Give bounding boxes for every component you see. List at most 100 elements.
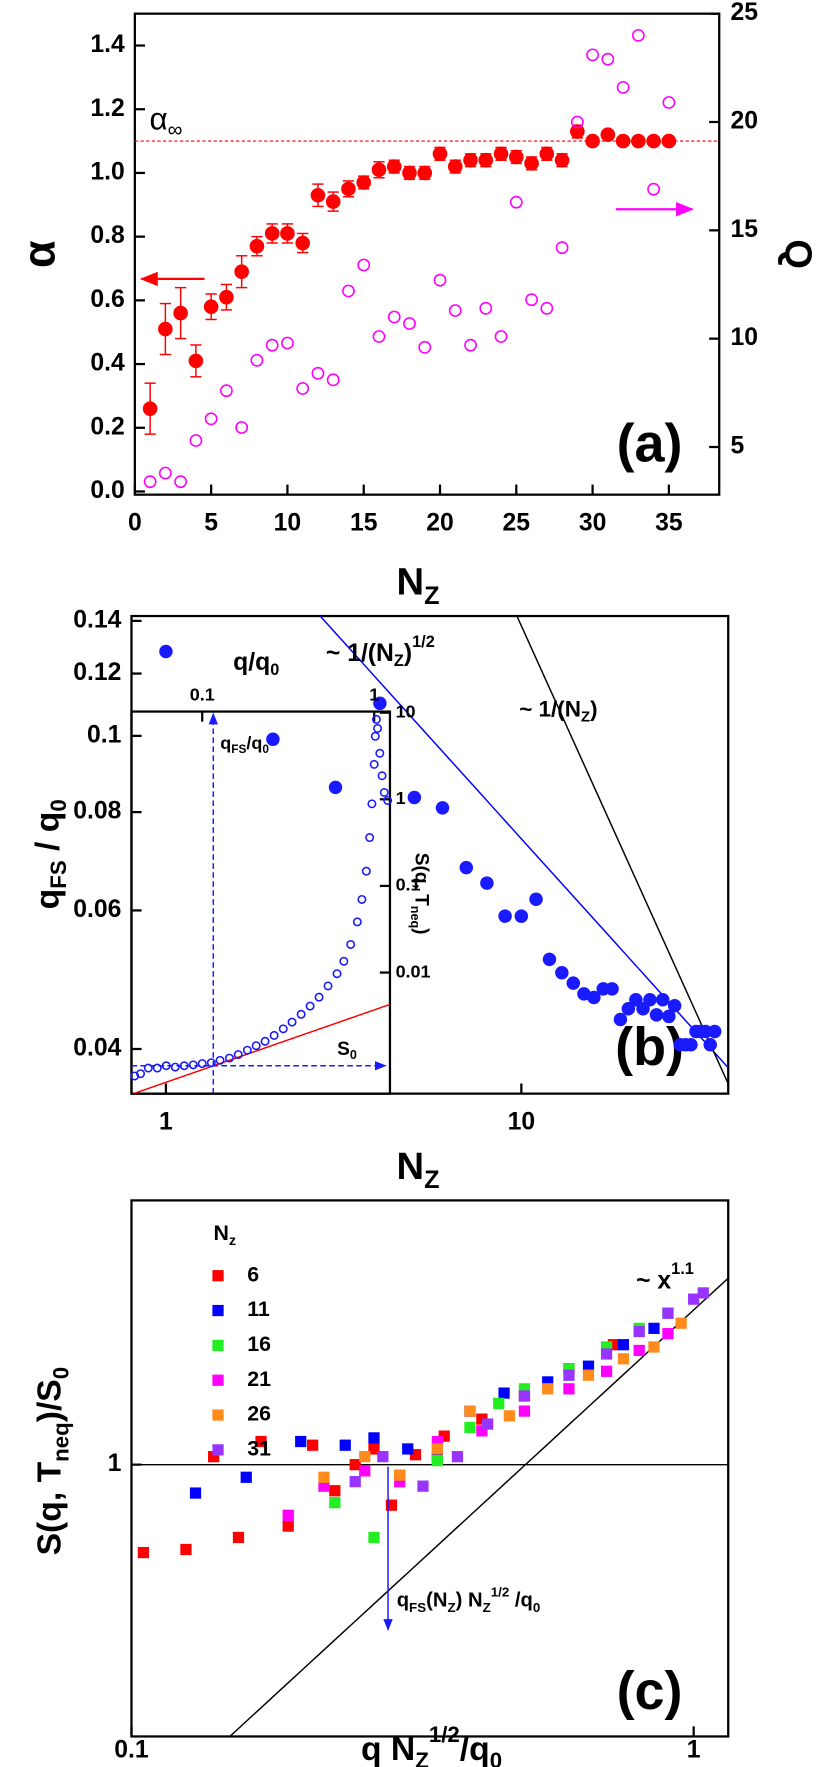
text-part: S(q, T (31, 1461, 69, 1555)
y-tick-label: 1 (396, 788, 406, 808)
text-part: N (397, 561, 425, 604)
y-tick-label: 0.06 (73, 896, 121, 923)
point (600, 127, 616, 143)
point (542, 952, 557, 967)
y-tick-label: 0.14 (73, 606, 121, 633)
x-tick-label: 1 (369, 685, 379, 705)
point (518, 1390, 531, 1402)
point (407, 790, 422, 805)
legend-swatch (212, 1409, 224, 1421)
point (280, 226, 295, 241)
point (250, 353, 264, 367)
x-tick-label: 15 (350, 509, 378, 536)
text-part: 1.1 (671, 1261, 694, 1279)
point (656, 993, 670, 1007)
point (563, 1383, 575, 1395)
point (586, 48, 599, 62)
point (357, 894, 367, 904)
point (371, 714, 381, 724)
point (242, 1045, 252, 1055)
point (188, 353, 204, 369)
plot-frame (130, 1199, 730, 1738)
fit-label: ~ x1.1 (636, 1261, 694, 1294)
point (265, 338, 279, 352)
text-part: 1/2 (429, 1722, 460, 1747)
legend-label: 26 (247, 1402, 271, 1426)
point (480, 876, 494, 890)
text-part: z (229, 1232, 236, 1248)
point (310, 187, 326, 203)
point (326, 373, 340, 387)
text-part: (N (426, 1590, 447, 1612)
qfs-label: qFS(NZ) NZ1/2 /q0 (397, 1584, 541, 1615)
text-part: 0 (46, 799, 71, 811)
point (341, 181, 356, 197)
text-part: 0 (533, 1600, 540, 1615)
text-part: /q (509, 1590, 533, 1612)
y-tick-label: 0.1 (396, 875, 421, 895)
y-tick-label: 0.4 (90, 350, 125, 377)
legend-label: 16 (247, 1332, 271, 1356)
point (707, 1024, 722, 1039)
point (582, 1360, 595, 1372)
point (508, 149, 524, 165)
x-tick-label: 10 (274, 509, 302, 536)
y-tick-label: 0.1 (87, 721, 122, 748)
y2-tick-label: 25 (730, 0, 758, 26)
text-part: ~ x (636, 1267, 671, 1294)
x-axis-label: NZ (397, 561, 440, 610)
reference-label: α∞ (149, 102, 182, 142)
x-tick-label: 0.1 (190, 685, 215, 705)
point (459, 860, 474, 875)
point (359, 1451, 371, 1463)
y-axis-label: S(q, Tneq) (408, 853, 431, 935)
fit-line (516, 616, 729, 1085)
point (357, 258, 371, 272)
text-part: 0 (48, 1367, 73, 1379)
point (368, 1443, 380, 1455)
x-tick-label: 0 (128, 509, 142, 536)
point (158, 466, 172, 480)
x-tick-label: 20 (426, 509, 453, 536)
text-part: S (337, 1039, 350, 1060)
text-part: neq (48, 1422, 73, 1462)
point (703, 1038, 717, 1052)
text-part: Z (415, 1748, 429, 1767)
x-axis-label: NZ (397, 1145, 440, 1194)
fit-line (228, 1277, 729, 1737)
point (524, 156, 539, 171)
text-part: FS (409, 1600, 426, 1615)
text-part: ~ 1/(N (326, 640, 394, 667)
point (375, 748, 385, 758)
point (188, 1060, 198, 1070)
text-part: Z (483, 1600, 491, 1615)
point (438, 1430, 450, 1442)
x-tick-label: 30 (579, 509, 607, 536)
point (448, 304, 462, 317)
text-part: S(q, T (410, 853, 431, 906)
point (255, 1435, 267, 1448)
point (329, 1497, 341, 1509)
point (287, 1017, 297, 1027)
point (369, 759, 379, 769)
text-part: α (14, 240, 65, 268)
legend-label: 6 (247, 1262, 259, 1286)
point (646, 133, 661, 149)
point (616, 80, 630, 94)
point (525, 293, 538, 307)
x-axis-label: q NZ1/2/q0 (361, 1722, 502, 1767)
point (251, 1041, 261, 1051)
fit-line (319, 616, 729, 1069)
y2-tick-label: 5 (730, 433, 744, 460)
text-part: ∞ (168, 119, 183, 142)
point (518, 1383, 531, 1395)
y-tick-label: 0.6 (90, 286, 124, 313)
point (607, 1339, 620, 1351)
point (563, 1363, 575, 1375)
point (494, 330, 508, 343)
point (667, 998, 682, 1013)
point (417, 1480, 429, 1492)
y-tick-label: 0.8 (90, 222, 124, 249)
point (219, 289, 234, 305)
point (137, 1546, 150, 1559)
